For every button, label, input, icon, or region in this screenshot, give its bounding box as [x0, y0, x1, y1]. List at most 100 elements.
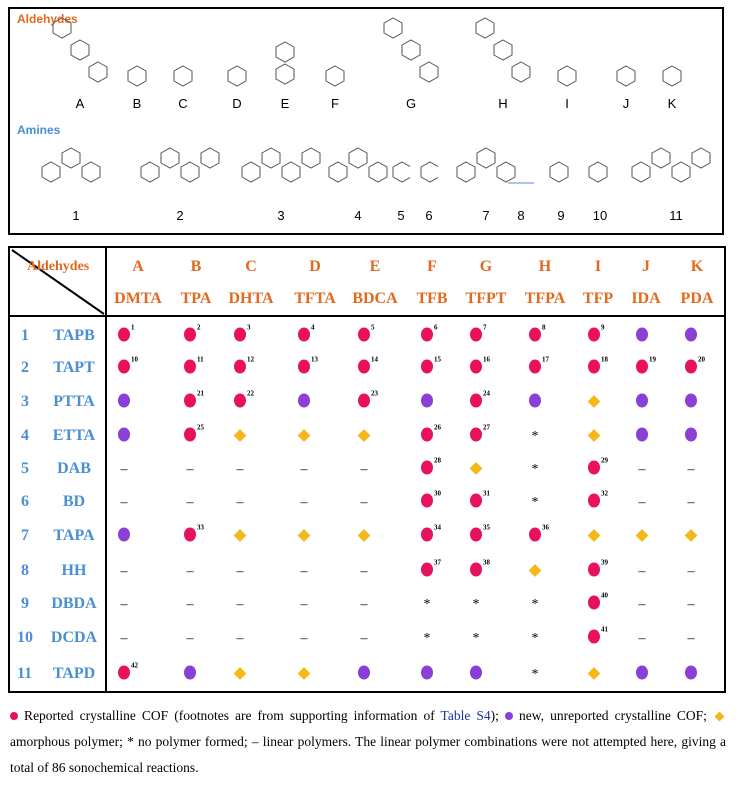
row-amine-name: DCDA — [50, 629, 98, 646]
column-name: TFPT — [465, 290, 507, 307]
reported-cof-marker — [470, 527, 482, 542]
table-cell — [529, 393, 541, 413]
table-cell: 17 — [529, 356, 549, 379]
new-cof-marker — [529, 393, 541, 408]
amine-label: 11 — [669, 208, 683, 223]
no-polymer-marker: * — [531, 462, 539, 477]
footnote-number: 10 — [131, 355, 138, 364]
row-number: 4 — [21, 427, 29, 444]
linear-polymer-marker: – — [687, 597, 695, 612]
new-cof-marker — [421, 665, 433, 680]
aldehyde-structure-icon — [173, 65, 193, 87]
column-letter-K: K — [690, 258, 704, 275]
aldehyde-label: H — [498, 96, 508, 111]
table-cell — [233, 429, 247, 445]
footnote-number: 26 — [434, 423, 441, 432]
column-letter-J: J — [642, 258, 650, 275]
amine-label: 1 — [72, 208, 80, 223]
column-name: TPA — [180, 290, 212, 307]
table-cell: – — [237, 495, 244, 511]
row-number: 10 — [17, 629, 33, 646]
footnote-number: 30 — [434, 489, 441, 498]
corner-label: Aldehydes — [27, 259, 90, 274]
table-cell: – — [121, 597, 128, 613]
column-name: DHTA — [228, 290, 274, 307]
column-letter-D: D — [309, 258, 321, 275]
footnote-number: 20 — [698, 355, 705, 364]
amorphous-marker — [297, 429, 311, 442]
linear-polymer-marker: – — [638, 597, 646, 612]
row-amine-name: TAPT — [53, 359, 95, 376]
reported-cof-marker — [421, 527, 433, 542]
table-cell: 10 — [118, 356, 138, 379]
table-cell: * — [473, 631, 480, 647]
amorphous-marker — [233, 667, 247, 680]
reported-cof-marker — [358, 327, 370, 342]
new-cof-marker — [636, 393, 648, 408]
amine-structure-icon — [588, 161, 608, 183]
no-polymer-marker: * — [531, 667, 539, 682]
table-cell: 22 — [234, 390, 254, 413]
table-cell — [357, 529, 371, 545]
no-polymer-marker: * — [531, 495, 539, 510]
footnote-number: 40 — [601, 591, 608, 600]
amine-label: 5 — [397, 208, 405, 223]
table-cell: * — [424, 631, 431, 647]
footnote-number: 22 — [247, 389, 254, 398]
aldehyde-label: I — [565, 96, 569, 111]
amorphous-marker — [297, 529, 311, 542]
new-cof-marker — [470, 665, 482, 680]
footnote-number: 21 — [197, 389, 204, 398]
reported-cof-marker — [588, 595, 600, 610]
aldehyde-structure-icon — [127, 65, 147, 87]
linear-polymer-marker: – — [638, 462, 646, 477]
footnote-number: 16 — [483, 355, 490, 364]
table-s4-link[interactable]: Table S4 — [440, 708, 491, 723]
footnote-number: 9 — [601, 323, 605, 332]
linear-polymer-marker: – — [360, 564, 368, 579]
aldehyde-label: A — [75, 96, 85, 111]
linear-polymer-marker: – — [186, 564, 194, 579]
table-cell: 2 — [184, 324, 201, 347]
amorphous-marker — [587, 429, 601, 442]
footnote-number: 3 — [247, 323, 251, 332]
table-cell: – — [639, 597, 646, 613]
table-cell: – — [361, 495, 368, 511]
amine-structure-icon — [41, 147, 101, 183]
aldehyde-label: F — [331, 96, 339, 111]
linear-polymer-marker: – — [120, 564, 128, 579]
table-cell — [587, 395, 601, 411]
linear-polymer-marker: – — [120, 597, 128, 612]
reported-cof-marker — [118, 359, 130, 374]
structures-panel — [8, 7, 724, 235]
table-cell — [297, 429, 311, 445]
footnote-number: 25 — [197, 423, 204, 432]
amine-structure-icon — [140, 147, 220, 183]
amorphous-marker — [357, 529, 371, 542]
table-cell: 14 — [358, 356, 378, 379]
linear-polymer-marker: – — [120, 495, 128, 510]
row-amine-name: TAPB — [53, 327, 95, 344]
table-cell: – — [688, 495, 695, 511]
aldehyde-structure-icon — [662, 65, 682, 87]
table-cell — [587, 667, 601, 683]
linear-polymer-marker: – — [687, 631, 695, 646]
table-cell: – — [688, 564, 695, 580]
footnote-number: 14 — [371, 355, 378, 364]
new-cof-marker — [184, 665, 196, 680]
footnote-number: 34 — [434, 523, 441, 532]
footnote-number: 39 — [601, 558, 608, 567]
table-cell: 29 — [588, 457, 608, 480]
table-cell: 41 — [588, 626, 608, 649]
table-cell — [469, 462, 483, 478]
table-cell: * — [532, 597, 539, 613]
column-name: PDA — [680, 290, 714, 307]
row-amine-name: TAPD — [52, 665, 96, 682]
footnote-number: 4 — [311, 323, 315, 332]
aldehyde-label: D — [232, 96, 242, 111]
linear-polymer-marker: – — [186, 495, 194, 510]
table-cell: – — [187, 631, 194, 647]
footnote-number: 7 — [483, 323, 487, 332]
footnote-number: 11 — [197, 355, 204, 364]
amorphous-marker — [297, 667, 311, 680]
